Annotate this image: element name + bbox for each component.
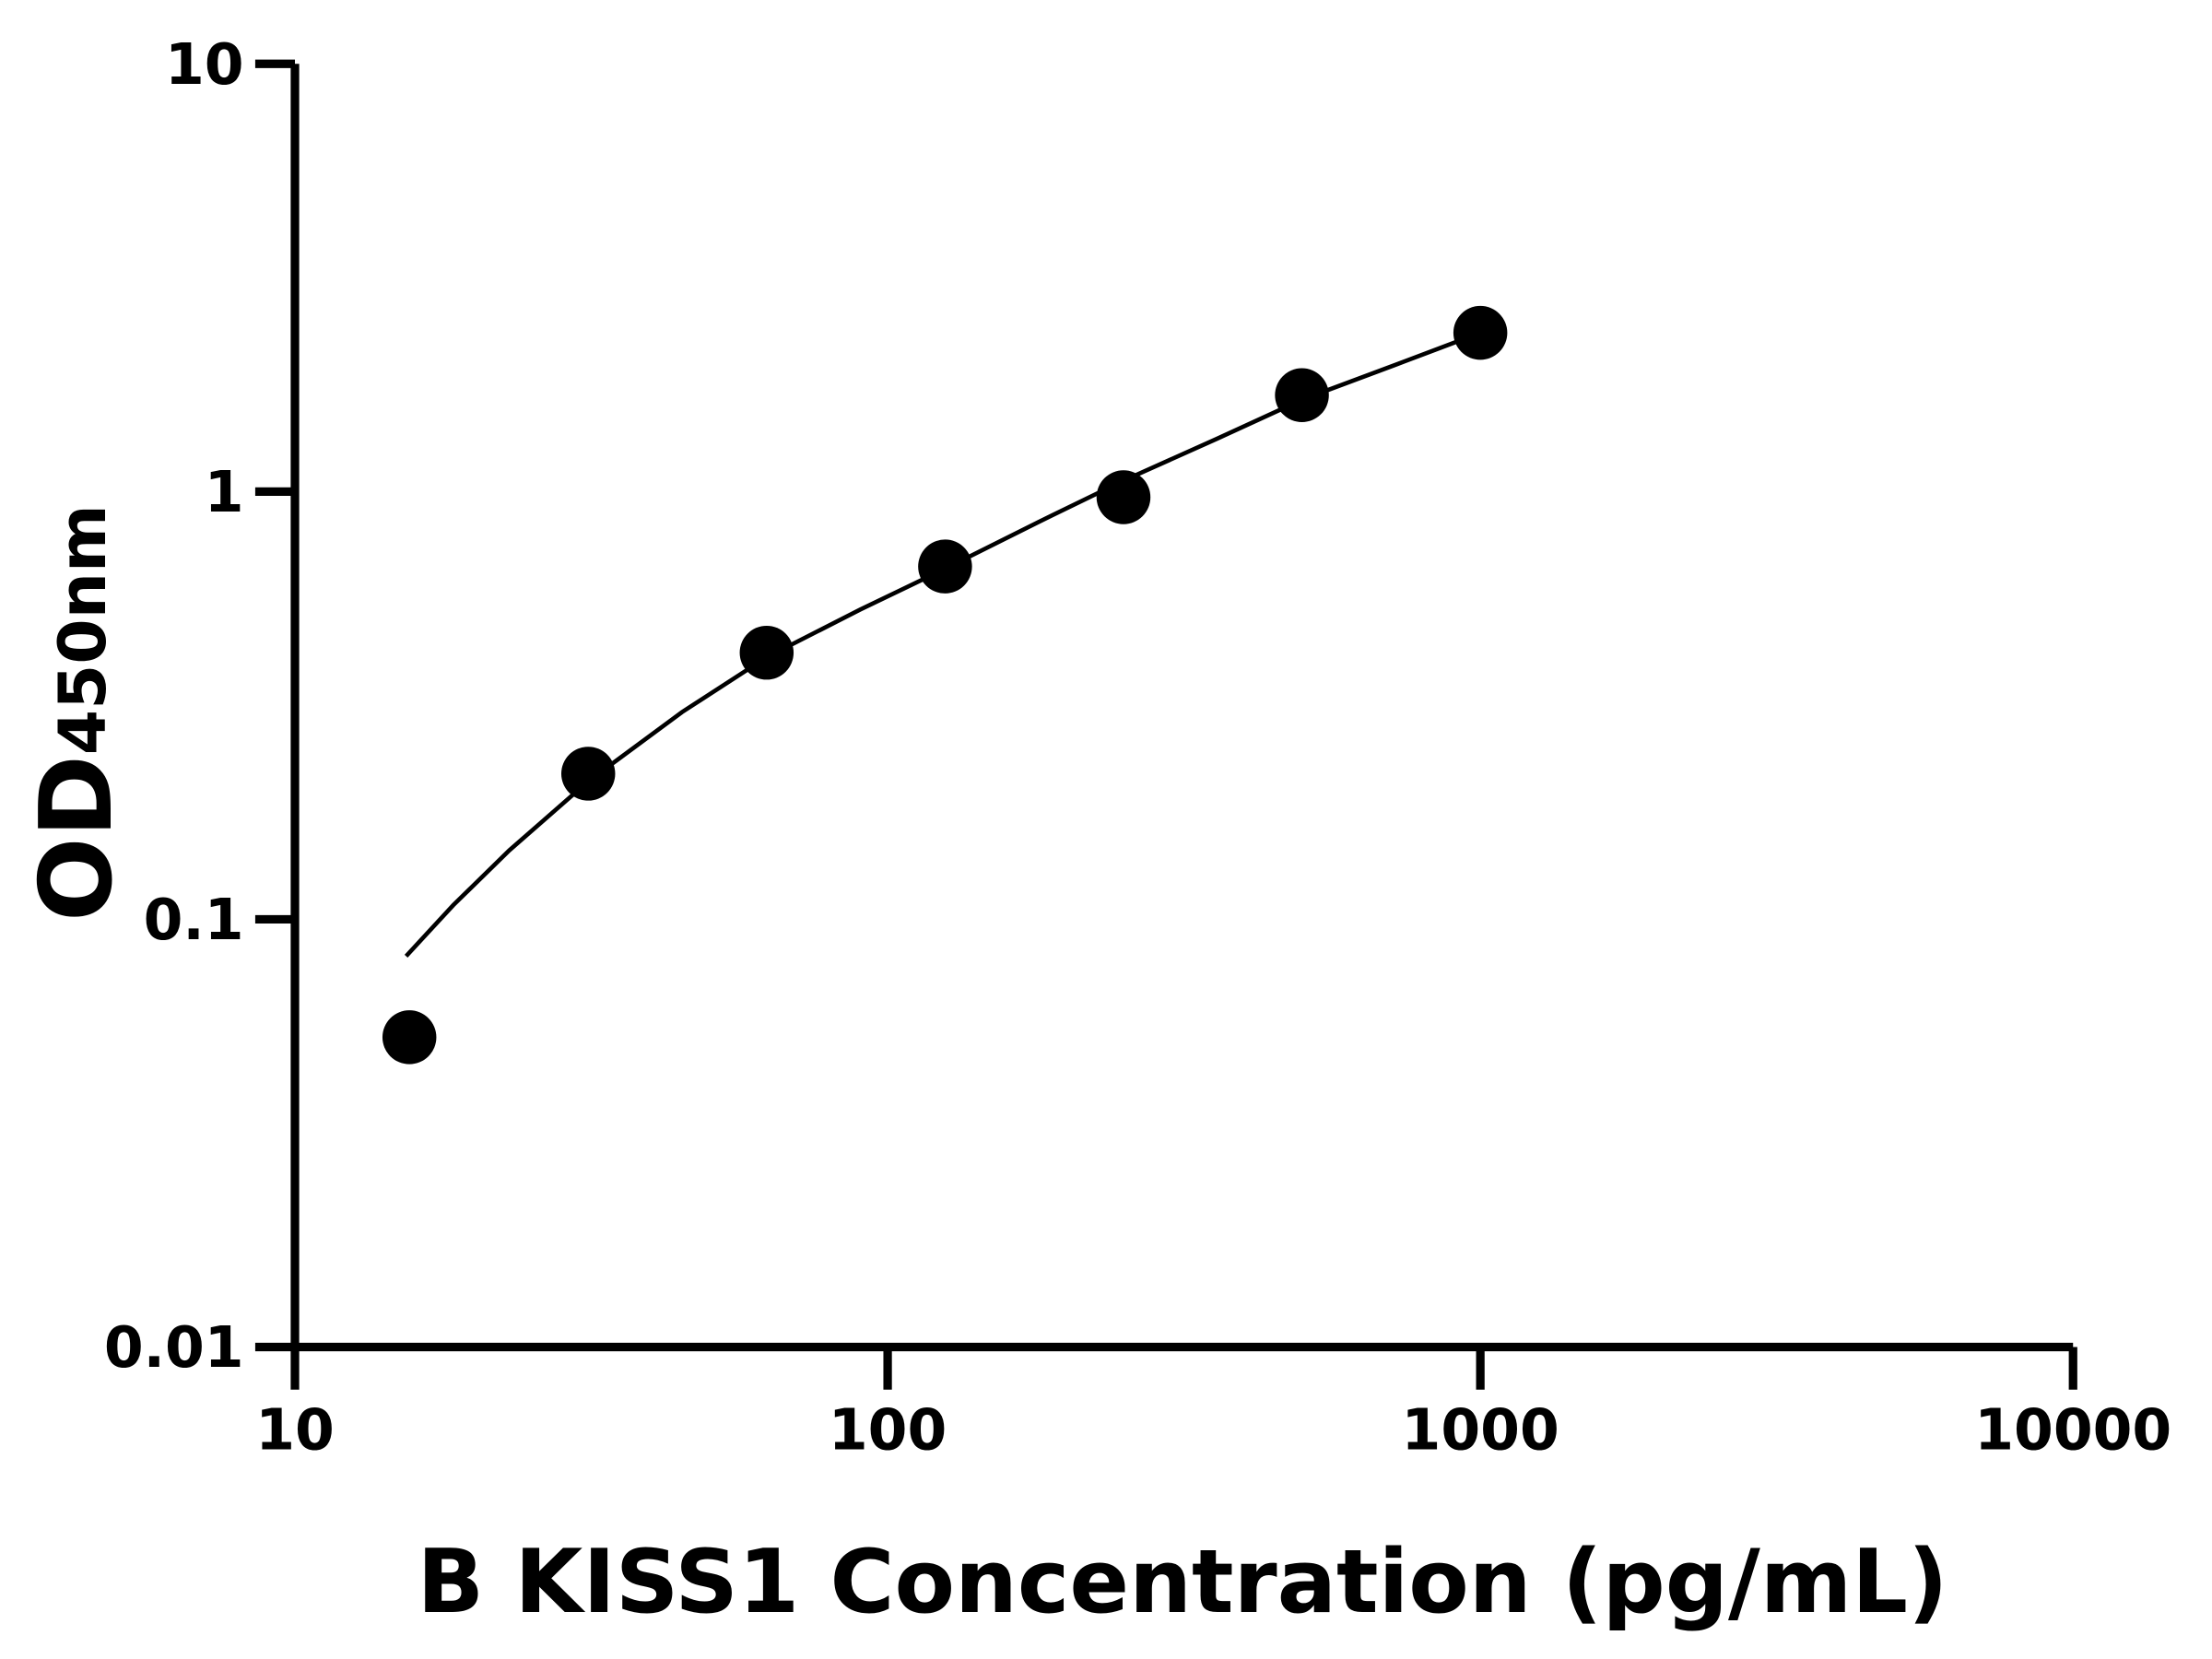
y-axis-label-sub: 450nm (44, 504, 121, 755)
data-point (1275, 368, 1329, 422)
data-point (560, 747, 616, 801)
data-point (1096, 470, 1151, 524)
x-tick-label: 10 (255, 1396, 335, 1463)
ticks: 10 100 1000 10000 0.01 0.1 1 10 (104, 31, 2171, 1464)
data-point (382, 1010, 437, 1065)
data-points (382, 305, 1508, 1065)
data-point (739, 625, 794, 680)
y-tick-label: 0.01 (104, 1314, 244, 1381)
y-tick-label: 10 (165, 31, 244, 98)
x-tick-label: 10000 (1974, 1396, 2171, 1463)
x-axis-label: B KISS1 Concentration (pg/mL) (418, 1531, 1948, 1633)
data-point (918, 539, 972, 594)
y-axis-label-main: OD (19, 755, 135, 922)
y-axis-label: OD450nm (19, 504, 135, 922)
fit-curve (404, 330, 1481, 958)
svg-text:OD450nm: OD450nm (19, 504, 135, 922)
x-tick-label: 1000 (1402, 1396, 1559, 1463)
x-tick-label: 100 (829, 1396, 947, 1463)
axes (290, 64, 2074, 1352)
data-point (1453, 305, 1508, 360)
y-tick-label: 1 (205, 459, 244, 525)
y-tick-label: 0.1 (144, 887, 244, 953)
